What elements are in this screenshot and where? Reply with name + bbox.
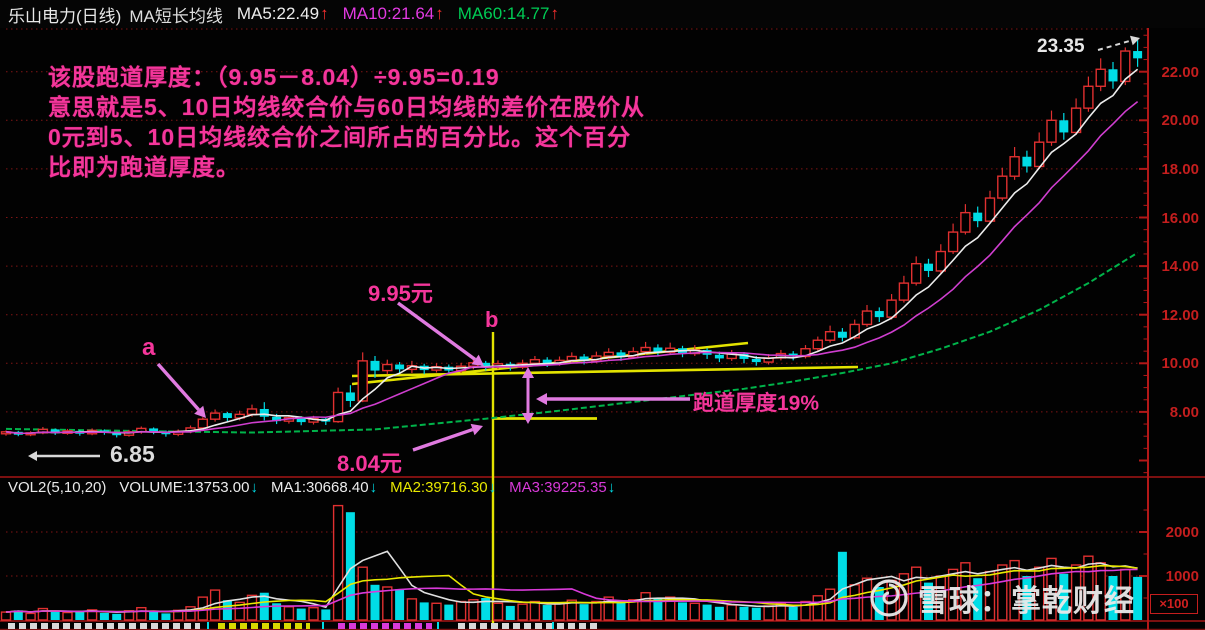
ma60-value: MA60:14.77	[457, 4, 550, 23]
up-arrow-icon: ↑	[320, 4, 329, 23]
volume-ma1-value: MA1:30668.40	[270, 478, 369, 496]
cutoff-text-strip	[458, 623, 598, 629]
up-arrow-icon: ↑	[550, 4, 559, 23]
watermark-text: 雪球：掌乾财经	[918, 585, 1135, 618]
volume-ma2-value: MA2:39716.30	[390, 478, 488, 496]
down-arrow-icon: ↓	[250, 478, 258, 496]
xueqiu-logo-icon	[870, 579, 908, 617]
price-tick-label: 16.00	[1161, 209, 1199, 227]
note-line: 意思就是5、10日均线绞合价与60日均线的差价在股价从	[48, 94, 645, 120]
price-tick-label: 12.00	[1161, 306, 1199, 324]
cutoff-text-strip	[218, 623, 310, 629]
axis-tick	[552, 622, 554, 629]
volume-header-bar: VOL2(5,10,20) VOLUME:13753.00 ↓ MA1:30668…	[0, 478, 1205, 496]
volume-tick-label: 2000	[1165, 524, 1199, 541]
note-line: 比即为跑道厚度。	[48, 154, 240, 180]
ma60-price-label: 8.04元	[337, 451, 402, 476]
axis-tick	[322, 622, 324, 629]
volume-value: VOLUME:13753.00	[119, 478, 250, 496]
point-a-label: a	[142, 334, 156, 361]
price-tick-label: 18.00	[1161, 160, 1199, 178]
volume-indicator-name: VOL2(5,10,20)	[8, 478, 107, 496]
runway-thickness-note: 该股跑道厚度：（9.95－8.04）÷9.95=0.19 意思就是5、10日均线…	[48, 62, 645, 182]
junction-price-label: 9.95元	[368, 281, 433, 306]
price-tick-label: 8.00	[1169, 403, 1199, 421]
point-b-label: b	[485, 307, 499, 332]
volume-ma3-value: MA3:39225.35	[509, 478, 607, 496]
note-line: 该股跑道厚度：（9.95－8.04）÷9.95=0.19	[48, 64, 500, 90]
up-arrow-icon: ↑	[435, 4, 444, 23]
axis-tick	[437, 622, 439, 629]
price-tick-label: 10.00	[1161, 355, 1199, 373]
price-tick-label: 14.00	[1161, 258, 1199, 276]
note-line: 0元到5、10日均线绞合价之间所占的百分比。这个百分	[48, 124, 632, 150]
price-tick-label: 20.00	[1161, 112, 1199, 130]
indicator-header-bar: 乐山电力(日线) MA短长均线 MA5:22.49 ↑ MA10:21.64 ↑ M…	[0, 0, 1205, 28]
down-arrow-icon: ↓	[369, 478, 378, 496]
down-arrow-icon: ↓	[488, 478, 497, 496]
cutoff-text-strip	[8, 623, 200, 629]
price-tick-label: 22.00	[1161, 63, 1199, 81]
volume-tick-label: 1000	[1165, 568, 1199, 585]
indicator-name: MA短长均线	[129, 6, 223, 26]
runway-thickness-label: 跑道厚度19%	[693, 392, 820, 415]
last-high-label: 23.35	[1037, 36, 1085, 57]
cutoff-text-strip	[338, 623, 432, 629]
main-chart-area[interactable]	[8, 28, 1148, 477]
watermark: 雪球：掌乾财经	[868, 576, 1135, 620]
first-low-label: 6.85	[110, 441, 155, 467]
down-arrow-icon: ↓	[607, 478, 616, 496]
ma10-value: MA10:21.64	[342, 4, 435, 23]
volume-unit-box: ×100	[1150, 594, 1198, 614]
ma5-value: MA5:22.49	[236, 4, 320, 23]
volume-chart-area[interactable]	[8, 497, 1148, 621]
stock-title: 乐山电力(日线)	[8, 6, 122, 26]
axis-tick	[207, 622, 209, 629]
